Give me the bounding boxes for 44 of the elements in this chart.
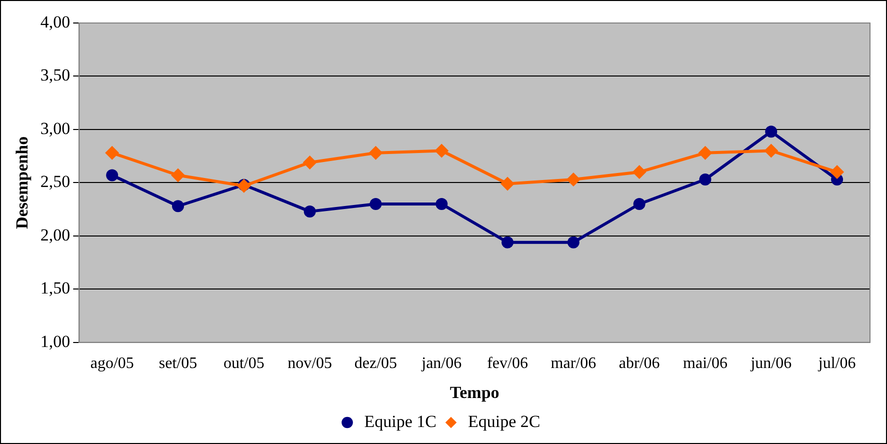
point	[500, 176, 515, 191]
point	[171, 168, 186, 182]
x-tick-label: out/05	[223, 355, 264, 372]
point	[106, 169, 118, 182]
y-tick-label: 2,50	[40, 172, 70, 192]
x-tick-label: mar/06	[550, 355, 596, 372]
x-tick-label: jun/06	[750, 355, 792, 372]
y-tick-label: 3,00	[40, 118, 70, 138]
point	[304, 205, 316, 218]
point	[633, 198, 646, 210]
y-tick-label: 2,00	[40, 225, 70, 244]
point	[764, 144, 778, 158]
x-tick-label: jan/06	[420, 355, 462, 372]
point	[172, 200, 184, 212]
y-tick-label: 3,50	[40, 66, 70, 85]
y-tick-label: 1,00	[40, 332, 70, 351]
point	[830, 165, 844, 180]
y-axis-title: Desempenho	[12, 136, 32, 229]
x-tick-label: dez/05	[354, 355, 398, 372]
legend-label: Equipe 2C	[468, 412, 540, 431]
x-tick-label: nov/05	[288, 355, 332, 372]
point	[368, 146, 383, 160]
point	[434, 144, 449, 158]
x-tick-label: jul/06	[817, 355, 856, 372]
y-tick-label: 1,50	[40, 278, 70, 298]
point	[370, 198, 382, 210]
point	[502, 236, 514, 248]
point	[567, 236, 580, 248]
x-tick-label: mai/06	[683, 355, 728, 372]
point	[566, 172, 580, 187]
legend-label: Equipe 1C	[364, 412, 437, 431]
x-tick-label: set/05	[158, 355, 198, 372]
x-tick-label: fev/06	[487, 355, 528, 372]
point	[436, 198, 448, 210]
point	[632, 165, 646, 180]
x-axis-title: Tempo	[450, 383, 500, 402]
point	[698, 146, 712, 160]
point	[765, 126, 778, 138]
y-tick-label: 4,00	[40, 12, 70, 32]
point	[105, 146, 120, 160]
x-tick-label: ago/05	[90, 355, 134, 372]
point	[302, 155, 317, 170]
x-tick-label: abr/06	[618, 355, 660, 372]
point	[699, 174, 712, 186]
